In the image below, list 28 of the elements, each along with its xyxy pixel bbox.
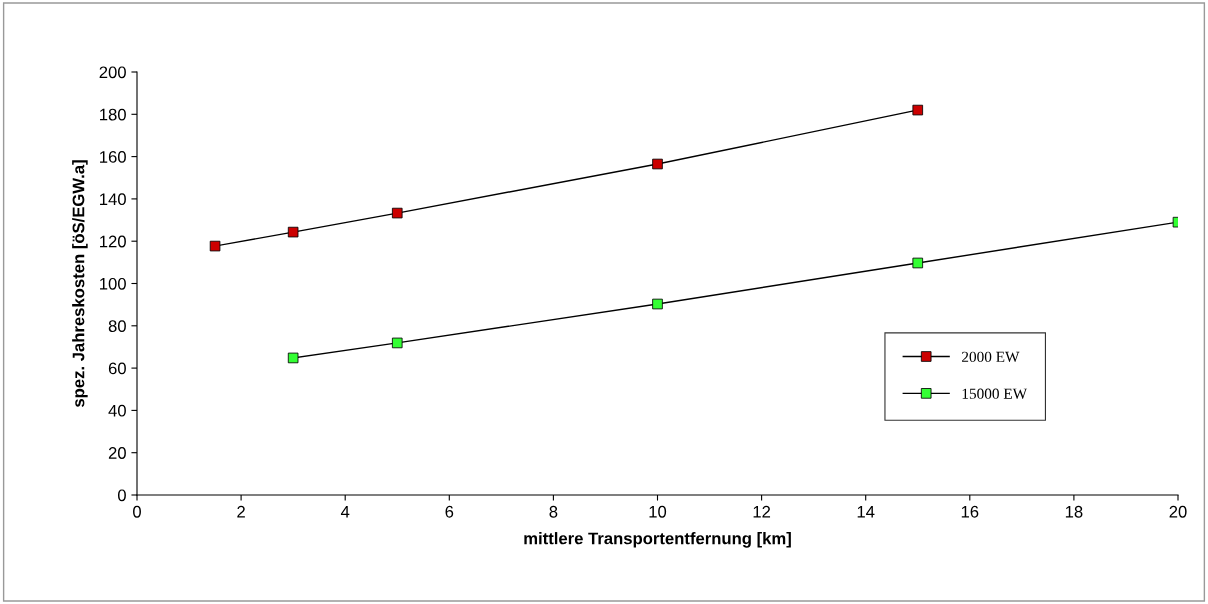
y-tick-label: 160: [100, 151, 126, 163]
x-tick-label: 16: [961, 505, 979, 518]
y-tick-label: 180: [100, 108, 126, 121]
y-tick-label: 0: [117, 489, 126, 502]
y-tick-label: 200: [99, 66, 126, 79]
x-tick-label: 18: [1065, 505, 1083, 518]
y-tick-label: 60: [108, 362, 126, 375]
y-tick-label: 80: [108, 320, 126, 332]
y-tick-label: 120: [100, 235, 126, 248]
x-tick-label: 0: [133, 505, 141, 518]
y-tick-label: 100: [100, 277, 126, 290]
y-axis-title: spez. Jahreskosten [öS/EGW.a]: [72, 160, 88, 408]
x-tick-label: 20: [1169, 505, 1187, 518]
point: [287, 226, 299, 238]
y-tick-label: 40: [108, 404, 126, 417]
x-tick-label: 14: [857, 506, 875, 518]
y-tick-label: 20: [108, 447, 126, 459]
legend-label: 2000 EW: [962, 351, 1020, 363]
x-tick-label: 2: [237, 505, 245, 518]
x-axis-title: mittlere Transportentfernung [km]: [524, 532, 791, 548]
x-tick-label: 12: [753, 505, 771, 518]
x-tick-label: 8: [549, 505, 558, 518]
legend-label: 15000 EW: [962, 388, 1028, 399]
point: [912, 257, 924, 269]
x-tick-label: 10: [649, 505, 667, 518]
y-tick-label: 140: [100, 193, 126, 206]
x-tick-label: 4: [340, 506, 350, 518]
x-tick-label: 6: [445, 505, 454, 518]
